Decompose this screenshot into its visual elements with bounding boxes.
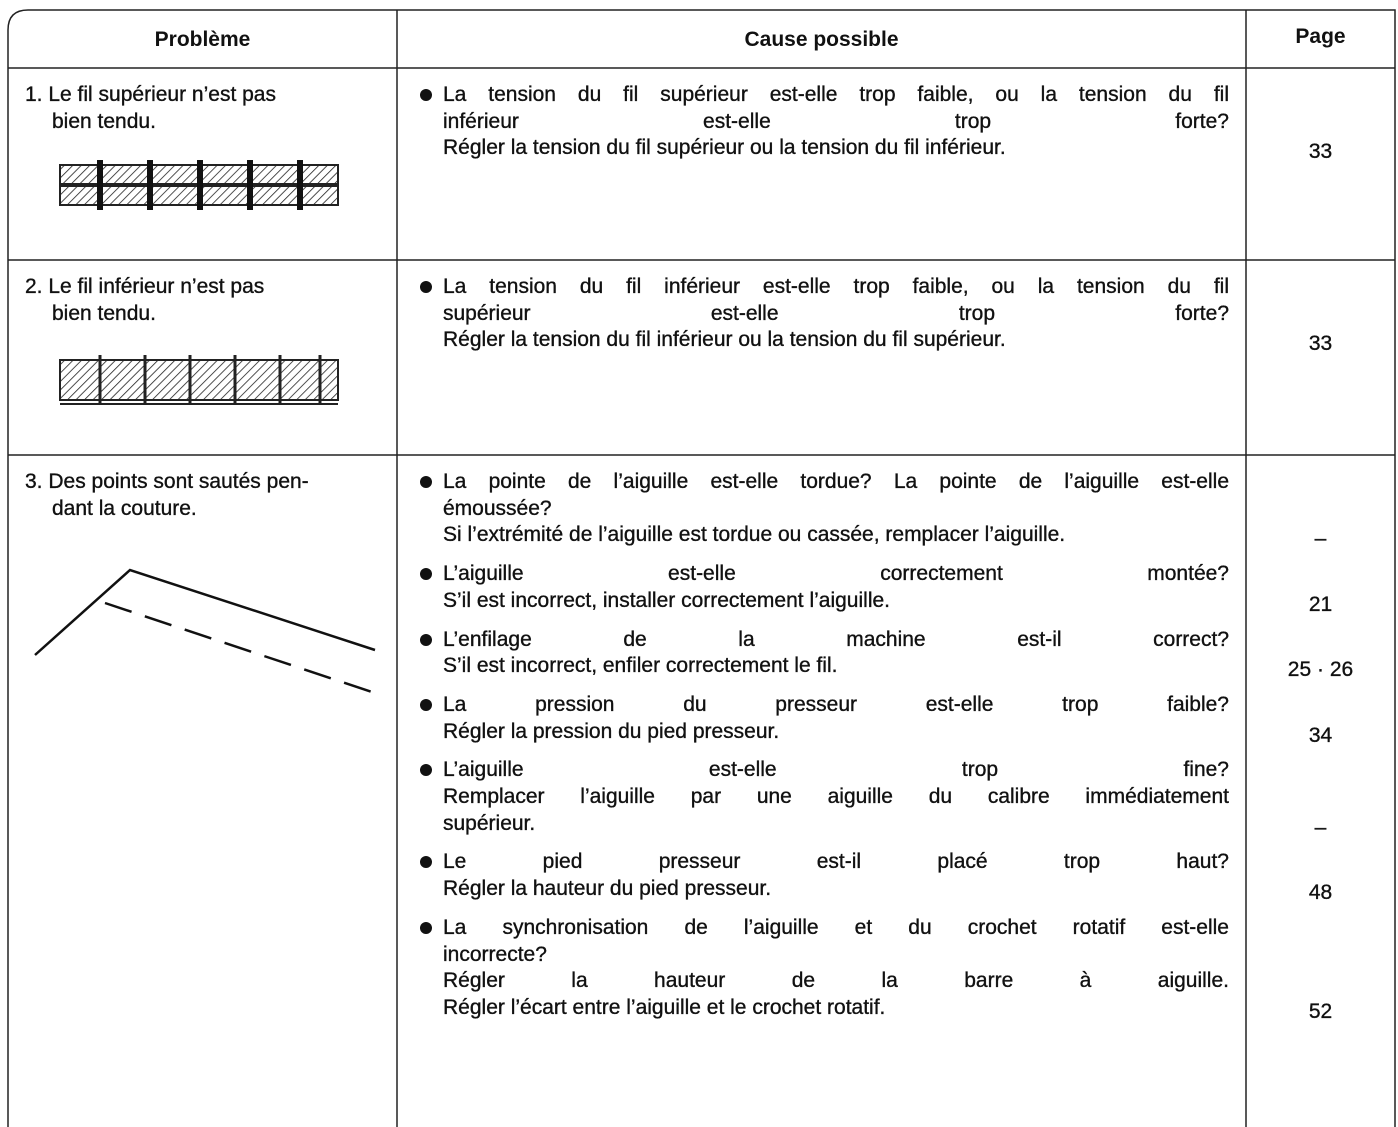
- cause-text: inférieur est-elle trop forte?: [443, 109, 1229, 133]
- cause-text: incorrecte?: [443, 942, 547, 966]
- cause-text: Régler l’écart entre l’aiguille et le cr…: [443, 995, 886, 1019]
- cause-text: S’il est incorrect, installer correcteme…: [443, 588, 890, 612]
- cause-text: Régler la tension du fil inférieur ou la…: [443, 328, 1006, 352]
- cause-text: Régler la tension du fil supérieur ou la…: [443, 136, 1006, 160]
- cause-text: L’aiguille est-elle correctement montée?: [443, 562, 1229, 586]
- bullet: [420, 476, 432, 488]
- header-page: Page: [1295, 25, 1346, 48]
- page-number: 33: [1308, 332, 1333, 356]
- page-number: –: [1314, 815, 1327, 839]
- cause-text: Si l’extrémité de l’aiguille est tordue …: [443, 523, 1066, 547]
- cause-text: S’il est incorrect, enfiler correctement…: [443, 654, 838, 678]
- cause-text: Régler la hauteur de la barre à aiguille…: [443, 969, 1229, 993]
- stitch-illustration: [59, 355, 339, 405]
- bullet: [420, 89, 432, 101]
- problem-text: bien tendu.: [52, 301, 156, 325]
- cause-text: L’aiguille est-elle trop fine?: [443, 758, 1229, 782]
- stitch-illustration: [59, 160, 339, 210]
- cause-text: La tension du fil inférieur est-elle tro…: [443, 275, 1229, 298]
- page-number: 52: [1308, 999, 1333, 1023]
- bullet: [420, 698, 432, 711]
- problem-text: 1. Le fil supérieur n’est pas: [25, 83, 276, 106]
- cause-text: La tension du fil supérieur est-elle tro…: [443, 83, 1229, 106]
- cause-text: Remplacer l’aiguille par une aiguille du…: [443, 785, 1229, 808]
- cause-text: Régler la hauteur du pied presseur.: [443, 877, 772, 901]
- page-number: 25 · 26: [1287, 658, 1354, 682]
- cause-text: L’enfilage de la machine est-il correct?: [443, 627, 1229, 651]
- cause-text: émoussée?: [443, 496, 552, 520]
- page-number: 21: [1308, 592, 1333, 616]
- cause-text: La pointe de l’aiguille est-elle tordue?…: [443, 470, 1229, 493]
- page-number: 33: [1308, 140, 1333, 164]
- bullet: [420, 856, 432, 869]
- cause-text: La synchronisation de l’aiguille et du c…: [443, 915, 1229, 939]
- header-cause: Cause possible: [744, 28, 899, 51]
- page-number: 34: [1308, 723, 1333, 747]
- header-problem: Problème: [154, 28, 251, 51]
- bullet: [420, 281, 432, 293]
- problem-text: 3. Des points sont sautés pen-: [25, 470, 309, 493]
- bullet: [420, 633, 432, 646]
- cause-text: supérieur.: [443, 811, 536, 835]
- problem-text: 2. Le fil inférieur n’est pas: [25, 275, 265, 298]
- cause-text: Le pied presseur est-il placé trop haut?: [443, 850, 1229, 874]
- problem-text: bien tendu.: [52, 109, 156, 133]
- bullet: [420, 764, 432, 777]
- bullet: [420, 921, 432, 934]
- page-number: –: [1314, 527, 1327, 551]
- skip-stitch-illustration: [34, 568, 376, 694]
- page-number: 48: [1308, 881, 1333, 905]
- bullet: [420, 568, 432, 581]
- cause-text: Régler la pression du pied presseur.: [443, 719, 780, 743]
- problem-text: dant la couture.: [52, 496, 197, 520]
- cause-text: supérieur est-elle trop forte?: [443, 301, 1229, 325]
- cause-text: La pression du presseur est-elle trop fa…: [443, 692, 1229, 716]
